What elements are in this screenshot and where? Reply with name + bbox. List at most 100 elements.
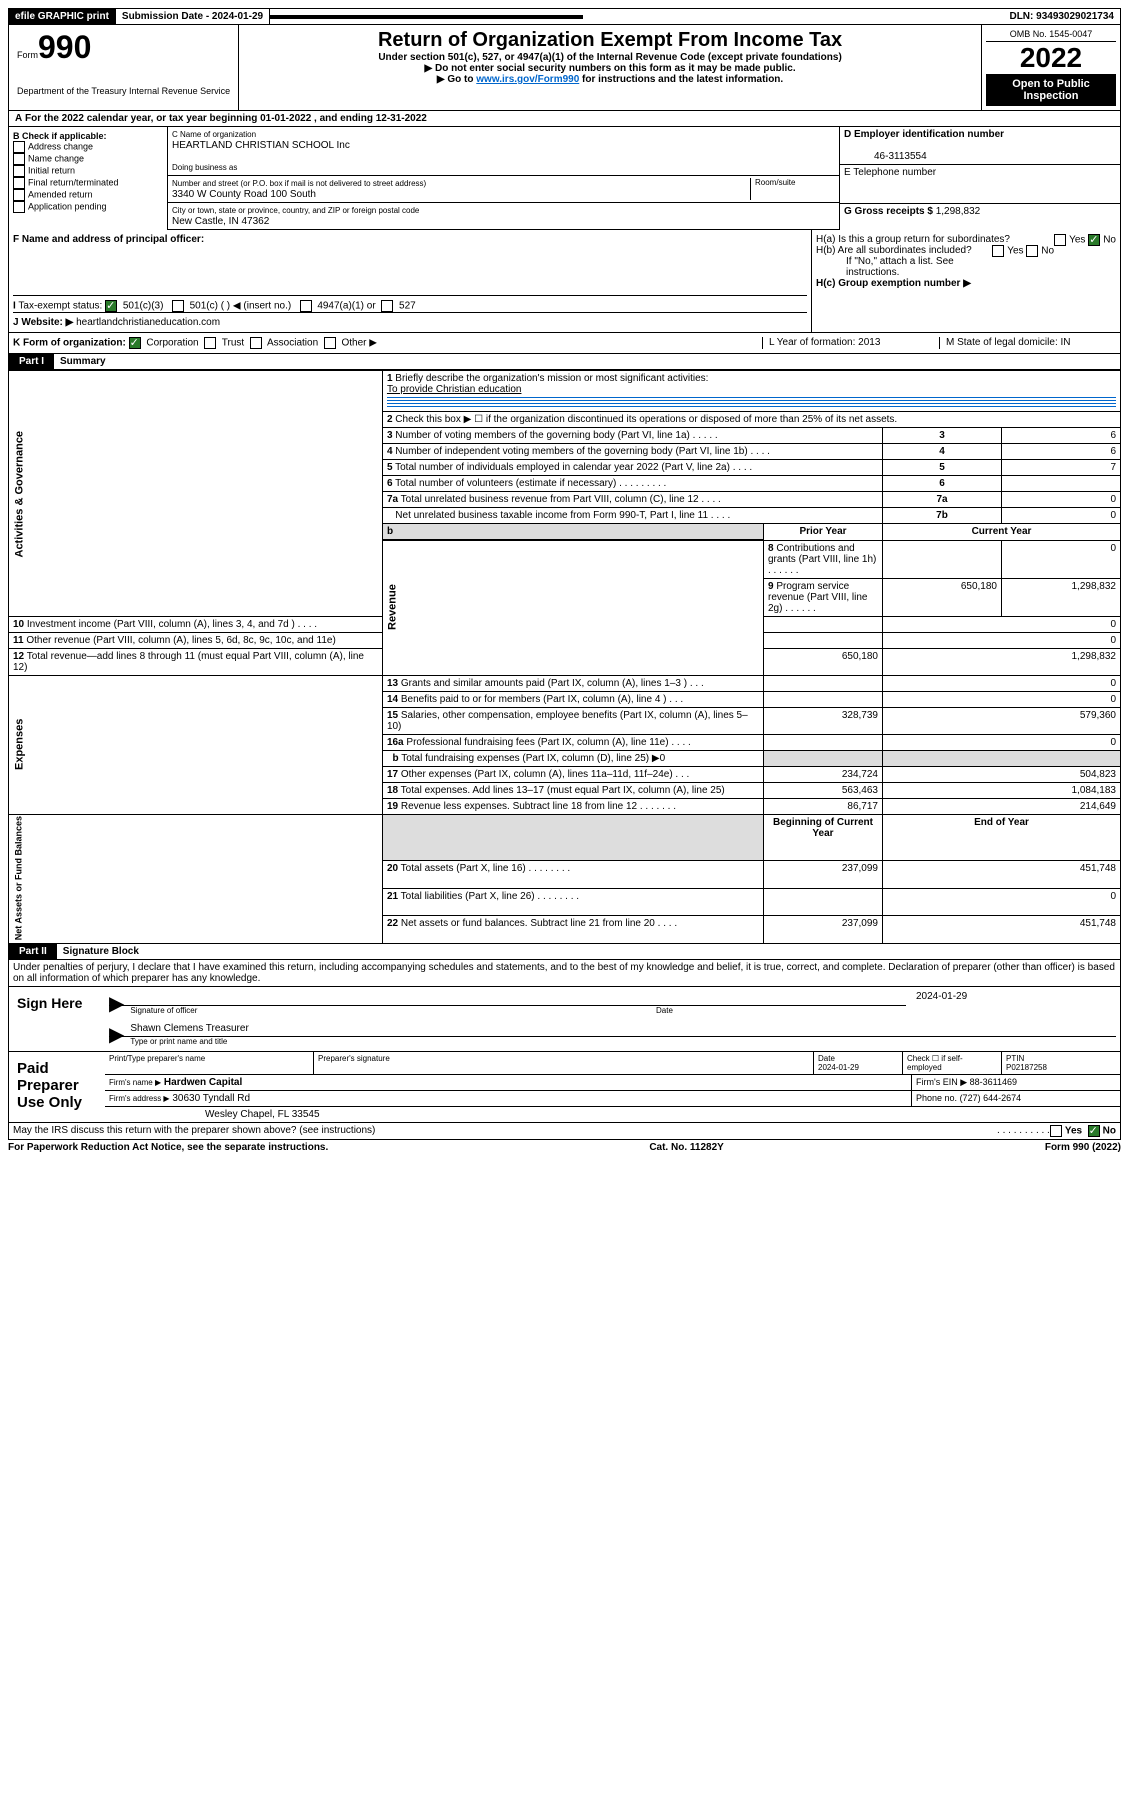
paid-preparer-label: Paid Preparer Use Only <box>9 1052 105 1122</box>
checkbox-initial-return[interactable] <box>13 165 25 177</box>
hb-note: If "No," attach a list. See instructions… <box>816 256 1116 278</box>
ha-label: H(a) Is this a group return for subordin… <box>816 234 1010 245</box>
may-irs-row: May the IRS discuss this return with the… <box>8 1123 1121 1140</box>
q1: Briefly describe the organization's miss… <box>395 373 708 384</box>
state-domicile: M State of legal domicile: IN <box>939 337 1116 349</box>
may-irs-yes[interactable] <box>1050 1125 1062 1137</box>
omb-number: OMB No. 1545-0047 <box>986 29 1116 42</box>
name-label: Type or print name and title <box>109 1037 1116 1046</box>
submission-date: Submission Date - 2024-01-29 <box>116 9 270 24</box>
ptin: P02187258 <box>1006 1063 1047 1072</box>
self-employed-check[interactable]: Check ☐ if self-employed <box>903 1052 1002 1074</box>
ein-label: D Employer identification number <box>844 129 1004 140</box>
firm-name: Hardwen Capital <box>164 1077 242 1088</box>
dln: DLN: 93493029021734 <box>1003 9 1120 24</box>
tax-exempt-label: Tax-exempt status: <box>18 301 102 312</box>
firm-addr1: 30630 Tyndall Rd <box>172 1093 250 1104</box>
checkbox-501c3[interactable] <box>105 300 117 312</box>
checkbox-4947[interactable] <box>300 300 312 312</box>
year-formation: L Year of formation: 2013 <box>762 337 939 349</box>
officer-name: Shawn Clemens Treasurer <box>109 1022 1116 1037</box>
form-header: Form990 Department of the Treasury Inter… <box>8 25 1121 111</box>
preparer-name-label: Print/Type preparer's name <box>105 1052 314 1074</box>
form-number: 990 <box>38 29 91 65</box>
org-name-label: C Name of organization <box>172 130 256 139</box>
sidebar-revenue: Revenue <box>382 540 763 675</box>
part2-header: Part II Signature Block <box>8 944 1121 960</box>
sign-here-label: Sign Here <box>9 987 105 1051</box>
efile-print-button[interactable]: efile GRAPHIC print <box>9 9 116 24</box>
checkbox-address-change[interactable] <box>13 141 25 153</box>
part1-header: Part I Summary <box>8 354 1121 370</box>
dept-label: Department of the Treasury Internal Reve… <box>17 86 230 96</box>
col-b-header: B Check if applicable: <box>13 131 107 141</box>
checkbox-527[interactable] <box>381 300 393 312</box>
top-bar: efile GRAPHIC print Submission Date - 20… <box>8 8 1121 25</box>
officer-sig-label: Signature of officer <box>130 1006 656 1015</box>
checkbox-assoc[interactable] <box>250 337 262 349</box>
hb-label: H(b) Are all subordinates included? <box>816 245 972 256</box>
form-subtitle-1: Under section 501(c), 527, or 4947(a)(1)… <box>243 52 977 63</box>
row-f-h: F Name and address of principal officer:… <box>8 230 1121 333</box>
checkbox-corp[interactable] <box>129 337 141 349</box>
line-a: A For the 2022 calendar year, or tax yea… <box>8 111 1121 127</box>
q1-answer: To provide Christian education <box>387 384 522 395</box>
hb-no[interactable] <box>1026 245 1038 257</box>
checkbox-other[interactable] <box>324 337 336 349</box>
checkbox-final-return[interactable] <box>13 177 25 189</box>
irs-link[interactable]: www.irs.gov/Form990 <box>476 74 579 85</box>
date-label: Date <box>656 1006 906 1015</box>
firm-addr2: Wesley Chapel, FL 33545 <box>105 1107 1120 1122</box>
hc-label: H(c) Group exemption number ▶ <box>816 278 971 289</box>
dba-label: Doing business as <box>172 163 237 172</box>
section-bcdeg: B Check if applicable: Address change Na… <box>8 127 1121 230</box>
sidebar-net: Net Assets or Fund Balances <box>9 814 383 943</box>
hb-yes[interactable] <box>992 245 1004 257</box>
sidebar-expenses: Expenses <box>9 675 383 814</box>
city: New Castle, IN 47362 <box>172 216 269 227</box>
tax-year: 2022 <box>986 42 1116 74</box>
checkbox-trust[interactable] <box>204 337 216 349</box>
street-label: Number and street (or P.O. box if mail i… <box>172 179 426 188</box>
form-title: Return of Organization Exempt From Incom… <box>243 29 977 52</box>
arrow-icon: ▶ <box>109 1022 124 1047</box>
declaration: Under penalties of perjury, I declare th… <box>8 960 1121 987</box>
checkbox-amended[interactable] <box>13 189 25 201</box>
spacer <box>270 15 583 19</box>
ein: 46-3113554 <box>844 151 927 162</box>
form-label: Form <box>17 50 38 60</box>
form-subtitle-2: ▶ Do not enter social security numbers o… <box>243 63 977 74</box>
ha-yes[interactable] <box>1054 234 1066 246</box>
phone-label: E Telephone number <box>844 167 936 178</box>
sidebar-governance: Activities & Governance <box>9 371 383 617</box>
firm-phone: (727) 644-2674 <box>960 1093 1022 1103</box>
arrow-icon: ▶ <box>109 991 124 1016</box>
checkbox-name-change[interactable] <box>13 153 25 165</box>
org-name: HEARTLAND CHRISTIAN SCHOOL Inc <box>172 140 350 151</box>
form-subtitle-3: ▶ Go to www.irs.gov/Form990 for instruct… <box>243 74 977 85</box>
summary-table: Activities & Governance 1 Briefly descri… <box>8 370 1121 944</box>
principal-officer-label: F Name and address of principal officer: <box>13 234 204 245</box>
sign-date: 2024-01-29 <box>906 991 1116 1016</box>
gross-label: G Gross receipts $ <box>844 206 933 217</box>
website-value: heartlandchristianeducation.com <box>76 317 220 328</box>
form-ref: Form 990 (2022) <box>1045 1142 1121 1153</box>
open-inspection: Open to Public Inspection <box>986 74 1116 106</box>
cat-no: Cat. No. 11282Y <box>649 1142 723 1153</box>
sign-here-section: Sign Here ▶ Signature of officerDate 202… <box>8 987 1121 1052</box>
q2: Check this box ▶ ☐ if the organization d… <box>395 414 897 425</box>
ha-no[interactable] <box>1088 234 1100 246</box>
paid-preparer-section: Paid Preparer Use Only Print/Type prepar… <box>8 1052 1121 1123</box>
row-k: K Form of organization: Corporation Trus… <box>8 333 1121 354</box>
firm-ein: 88-3611469 <box>970 1077 1017 1087</box>
checkbox-501c[interactable] <box>172 300 184 312</box>
form-org-label: K Form of organization: <box>13 338 126 349</box>
street: 3340 W County Road 100 South <box>172 189 316 200</box>
paperwork-notice: For Paperwork Reduction Act Notice, see … <box>8 1142 328 1153</box>
footer: For Paperwork Reduction Act Notice, see … <box>8 1140 1121 1155</box>
website-label: Website: ▶ <box>21 317 73 328</box>
may-irs-no[interactable] <box>1088 1125 1100 1137</box>
gross-receipts: 1,298,832 <box>936 206 981 217</box>
checkbox-pending[interactable] <box>13 201 25 213</box>
room-label: Room/suite <box>750 178 835 200</box>
